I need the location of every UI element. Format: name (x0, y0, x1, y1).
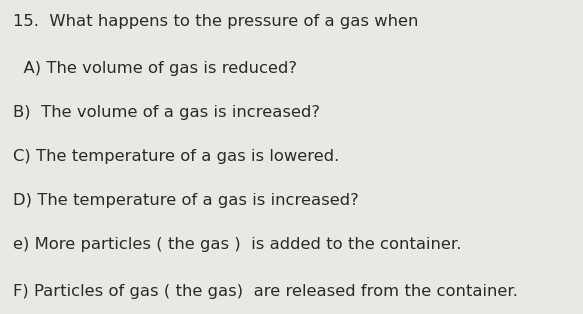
Text: e) More particles ( the gas )  is added to the container.: e) More particles ( the gas ) is added t… (13, 237, 461, 252)
Text: D) The temperature of a gas is increased?: D) The temperature of a gas is increased… (13, 193, 359, 208)
Text: A) The volume of gas is reduced?: A) The volume of gas is reduced? (13, 61, 297, 76)
Text: F) Particles of gas ( the gas)  are released from the container.: F) Particles of gas ( the gas) are relea… (13, 284, 518, 299)
Text: 15.  What happens to the pressure of a gas when: 15. What happens to the pressure of a ga… (13, 14, 418, 29)
Text: B)  The volume of a gas is increased?: B) The volume of a gas is increased? (13, 105, 320, 120)
Text: C) The temperature of a gas is lowered.: C) The temperature of a gas is lowered. (13, 149, 339, 164)
